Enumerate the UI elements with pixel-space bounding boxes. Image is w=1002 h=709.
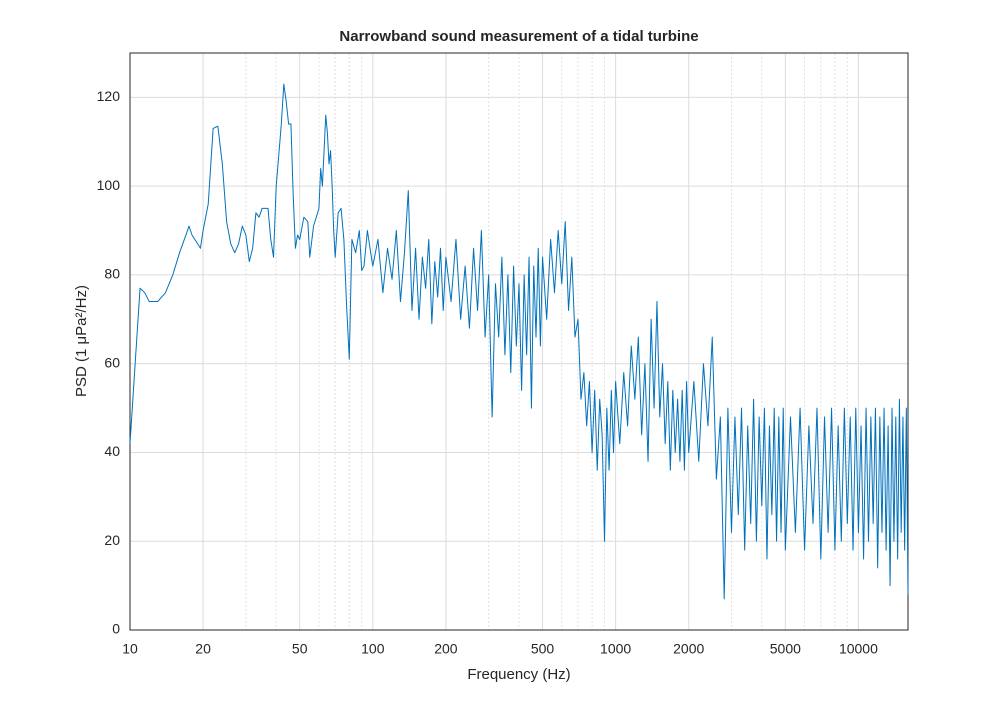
x-tick-label: 100 (361, 641, 385, 657)
y-tick-label: 60 (104, 354, 120, 370)
x-tick-label: 50 (292, 641, 308, 657)
x-tick-label: 2000 (673, 641, 704, 657)
y-tick-label: 120 (97, 88, 121, 104)
x-tick-label: 20 (195, 641, 211, 657)
x-tick-label: 10000 (839, 641, 878, 657)
plot-frame (129, 52, 909, 631)
chart-title: Narrowband sound measurement of a tidal … (339, 28, 698, 45)
data-line (129, 83, 909, 600)
y-tick-label: 80 (104, 266, 120, 282)
x-tick-label: 5000 (770, 641, 801, 657)
y-tick-label: 100 (97, 177, 121, 193)
x-tick-label: 10 (122, 641, 138, 657)
x-tick-label: 500 (531, 641, 555, 657)
x-axis-label: Frequency (Hz) (467, 666, 570, 683)
x-tick-label: 200 (434, 641, 458, 657)
y-tick-label: 0 (112, 621, 120, 637)
y-tick-label: 40 (104, 443, 120, 459)
y-tick-label: 20 (104, 532, 120, 548)
y-axis-label: PSD (1 μPa²/Hz) (73, 285, 90, 397)
x-tick-label: 1000 (600, 641, 631, 657)
